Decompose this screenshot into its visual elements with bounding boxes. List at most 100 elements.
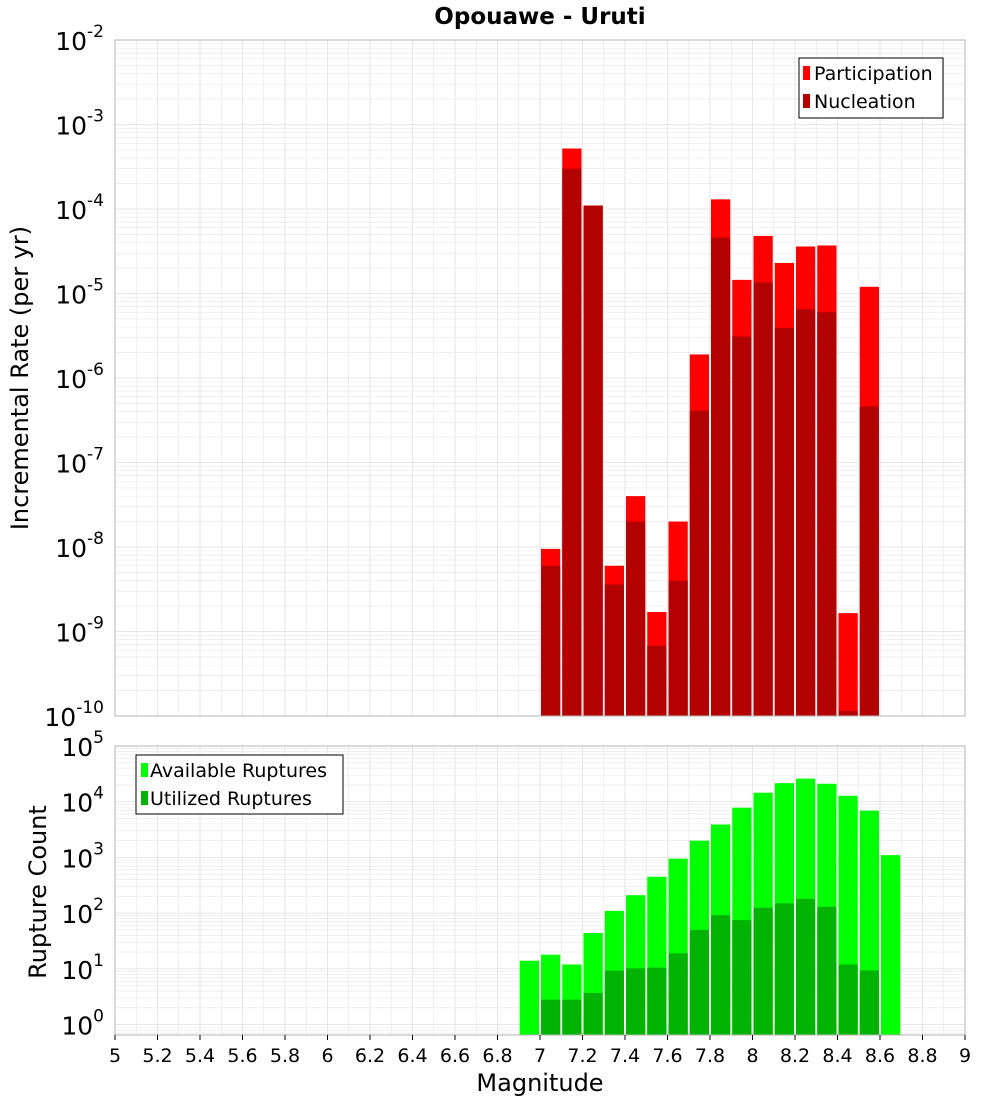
rate-y-tick-base: 10: [55, 534, 87, 563]
legend-label-participation: Participation: [814, 63, 933, 85]
count-y-tick-exp: 2: [93, 895, 104, 915]
x-tick-label: 8.6: [865, 1045, 895, 1067]
rate-y-tick-base: 10: [44, 703, 76, 732]
rate-plot-grid: [114, 40, 966, 717]
count-legend-box: [135, 754, 344, 815]
rate-nucleation-bar: [583, 205, 603, 716]
rate-nucleation-bar: [689, 410, 709, 716]
count-utilized-bar: [583, 992, 603, 1035]
x-tick-label: 6.2: [355, 1045, 385, 1067]
rate-y-tick-exp: -10: [76, 698, 104, 718]
count-available-bar: [519, 960, 539, 1035]
rate-y-tick-label: 10-2: [55, 22, 104, 56]
count-y-tick-base: 10: [61, 844, 93, 873]
legend-swatch-available: [141, 763, 148, 777]
rate-y-tick-exp: -4: [87, 191, 104, 211]
legend-swatch-utilized: [141, 791, 148, 805]
rate-nucleation-bar: [626, 521, 646, 716]
count-y-tick-base: 10: [61, 789, 93, 818]
x-axis-ticks: 5 5.2 5.4 5.6 5.8 6 6.2 6.4 6.6 6.8 7 7.2 7.4 7.6 7.8 8…: [109, 1035, 971, 1067]
rate-y-tick-label: 10-9: [55, 614, 104, 648]
count-utilized-bar: [647, 967, 667, 1035]
rate-nucleation-bar: [711, 237, 731, 717]
count-utilized-bar: [711, 915, 731, 1035]
rate-nucleation-bar: [604, 584, 624, 716]
x-tick-label: 8.8: [907, 1045, 937, 1067]
x-tick-label: 7.6: [652, 1045, 682, 1067]
rate-nucleation-bar: [647, 645, 667, 716]
rate-y-tick-label: 10-4: [55, 191, 104, 225]
rate-nucleation-bar: [541, 565, 561, 716]
x-tick-label: 8.4: [822, 1045, 852, 1067]
count-available-bar: [881, 855, 901, 1035]
x-tick-label: 8.2: [780, 1045, 810, 1067]
rate-y-tick-label: 10-3: [55, 107, 104, 141]
rate-nucleation-bar: [774, 328, 794, 716]
count-plot-bars: [519, 778, 901, 1035]
count-utilized-bar: [838, 964, 858, 1035]
rate-y-tick-label: 10-7: [55, 445, 104, 479]
count-y-tick-label: 100: [61, 1007, 104, 1041]
rate-y-tick-exp: -3: [87, 107, 104, 127]
count-utilized-bar: [626, 968, 646, 1035]
rate-nucleation-bar: [838, 710, 858, 716]
x-tick-label: 7.2: [567, 1045, 597, 1067]
rate-y-tick-exp: -8: [87, 529, 104, 549]
rate-y-tick-base: 10: [55, 619, 87, 648]
count-y-tick-exp: 5: [93, 728, 104, 748]
x-tick-label: 6.4: [397, 1045, 427, 1067]
rate-plot-bars: [541, 148, 879, 717]
rate-nucleation-bar: [732, 336, 752, 716]
x-tick-label: 5: [109, 1045, 121, 1067]
count-y-tick-exp: 1: [93, 951, 104, 971]
rate-nucleation-bar: [562, 168, 582, 717]
x-tick-label: 7.4: [610, 1045, 640, 1067]
count-utilized-bar: [732, 920, 752, 1035]
count-legend: Available Ruptures Utilized Ruptures: [135, 754, 344, 815]
x-tick-label: 5.6: [227, 1045, 257, 1067]
rate-legend: Participation Nucleation: [798, 57, 944, 119]
count-y-tick-base: 10: [61, 1012, 93, 1041]
rate-nucleation-bar: [753, 282, 773, 716]
count-utilized-bar: [817, 906, 837, 1035]
rate-y-tick-exp: -2: [87, 22, 104, 42]
rate-legend-box: [798, 57, 944, 119]
count-utilized-bar: [541, 999, 561, 1035]
count-y-tick-base: 10: [61, 733, 93, 762]
rate-y-tick-base: 10: [55, 365, 87, 394]
rate-y-tick-base: 10: [55, 281, 87, 310]
count-y-tick-exp: 4: [93, 784, 104, 804]
x-tick-label: 5.8: [270, 1045, 300, 1067]
count-y-tick-exp: 0: [93, 1007, 104, 1027]
rate-y-tick-label: 10-10: [44, 698, 104, 732]
count-y-tick-base: 10: [61, 900, 93, 929]
x-axis-label: Magnitude: [476, 1069, 603, 1097]
rate-y-tick-exp: -5: [87, 276, 104, 296]
rate-y-tick-base: 10: [55, 112, 87, 141]
count-utilized-bar: [562, 999, 582, 1035]
x-tick-label: 5.4: [185, 1045, 215, 1067]
count-y-tick-exp: 3: [93, 839, 104, 859]
x-tick-label: 8: [746, 1045, 758, 1067]
count-y-tick-label: 102: [61, 895, 104, 929]
rate-nucleation-bar: [796, 309, 816, 716]
rate-y-tick-exp: -7: [87, 445, 104, 465]
rate-y-axis-label: Incremental Rate (per yr): [6, 226, 34, 530]
legend-swatch-nucleation: [803, 94, 810, 108]
legend-swatch-participation: [803, 66, 810, 80]
rate-y-tick-label: 10-6: [55, 360, 104, 394]
rate-y-tick-exp: -6: [87, 360, 104, 380]
count-utilized-bar: [689, 929, 709, 1035]
count-y-tick-label: 103: [61, 839, 104, 873]
x-tick-label: 6: [321, 1045, 333, 1067]
count-utilized-bar: [604, 970, 624, 1035]
count-utilized-bar: [796, 898, 816, 1035]
x-tick-label: 9: [959, 1045, 971, 1067]
legend-label-nucleation: Nucleation: [814, 91, 916, 113]
legend-label-available: Available Ruptures: [150, 760, 327, 782]
count-y-axis-label: Rupture Count: [24, 805, 52, 979]
